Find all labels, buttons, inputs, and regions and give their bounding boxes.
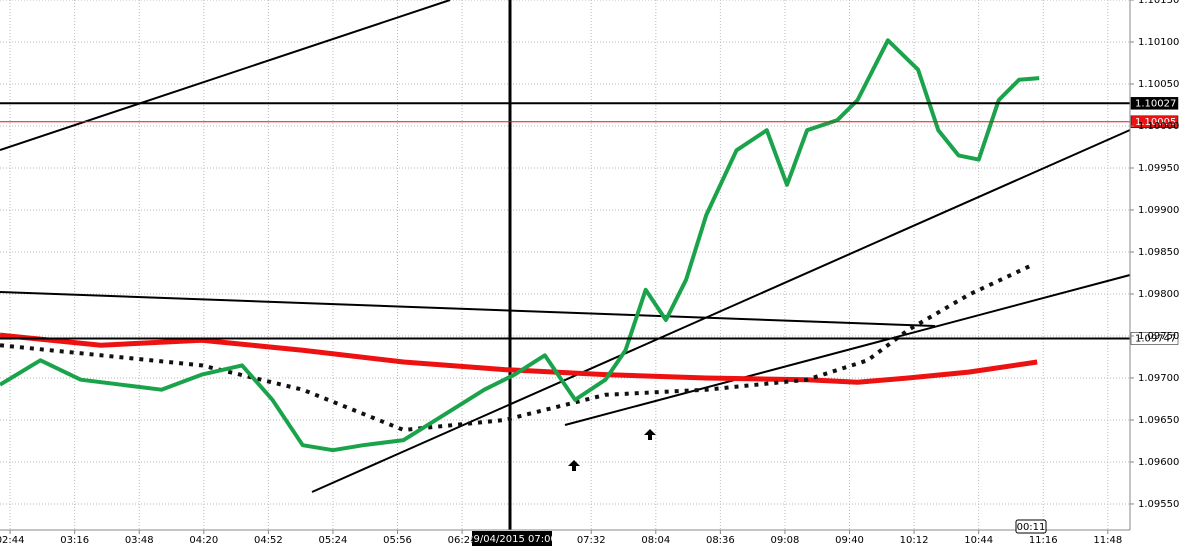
- x-tick-label: 07:32: [577, 535, 606, 546]
- countdown: 00:11: [1017, 522, 1046, 533]
- price-marker-box: [1130, 97, 1179, 110]
- series-line: [0, 332, 1038, 385]
- y-tick-label: 1.09900: [1138, 205, 1179, 216]
- trend-line: [0, 291, 936, 327]
- y-tick-label: 1.09750: [1138, 331, 1179, 342]
- grid: [0, 0, 1130, 530]
- x-tick-label: 04:52: [254, 535, 283, 546]
- x-tick-label: 08:04: [641, 535, 670, 546]
- trend-line: [0, 0, 451, 151]
- x-tick-label: 04:20: [189, 535, 218, 546]
- x-tick-label: 10:44: [964, 535, 993, 546]
- crosshair-label: 29/04/2015 07:00: [467, 534, 557, 545]
- price-marker-box: [1130, 332, 1179, 345]
- arrow-up: [644, 429, 656, 440]
- x-tick-label: 10:12: [900, 535, 929, 546]
- y-tick-label: 1.09700: [1138, 373, 1179, 384]
- x-tick-label: 09:40: [835, 535, 864, 546]
- series-layer: [0, 38, 1040, 453]
- x-tick-label: 11:16: [1029, 535, 1058, 546]
- x-tick-label: 05:56: [383, 535, 412, 546]
- price-marker-label: 1.10027: [1135, 98, 1176, 109]
- x-tick-label: 02:44: [0, 535, 25, 546]
- y-tick-label: 1.10100: [1138, 37, 1179, 48]
- y-tick-label: 1.09600: [1138, 457, 1179, 468]
- x-tick-label: 05:24: [319, 535, 348, 546]
- series-line: [0, 38, 1040, 453]
- trend-line: [564, 274, 1131, 426]
- series-line: [0, 262, 1034, 432]
- x-tick-label: 08:36: [706, 535, 735, 546]
- x-tick-label: 06:28: [448, 535, 477, 546]
- y-tick-label: 1.10050: [1138, 79, 1179, 90]
- price-marker-box: [1130, 115, 1179, 129]
- price-marker-label: 1.10005: [1135, 117, 1176, 128]
- y-tick-label: 1.09650: [1138, 415, 1179, 426]
- y-tick-label: 1.09800: [1138, 289, 1179, 300]
- x-tick-label: 03:16: [60, 535, 89, 546]
- trend-line: [311, 129, 1131, 493]
- x-tick-label: 11:48: [1093, 535, 1122, 546]
- countdown-box: [1015, 519, 1047, 534]
- trend-lines: [0, 0, 1131, 530]
- y-tick-label: 1.10150: [1138, 0, 1179, 6]
- y-tick-label: 1.09950: [1138, 163, 1179, 174]
- price-marker-label: 1.09747: [1135, 333, 1176, 344]
- price-markers: 1.10027 1.10005 1.09747: [0, 97, 1179, 345]
- crosshair-label-box: [472, 531, 552, 546]
- arrow-up: [568, 460, 580, 471]
- x-tick-label: 09:08: [771, 535, 800, 546]
- y-tick-label: 1.09550: [1138, 499, 1179, 510]
- y-tick-label: 1.09850: [1138, 247, 1179, 258]
- x-tick-label: 03:48: [125, 535, 154, 546]
- y-tick-label: 1.10000: [1138, 121, 1179, 132]
